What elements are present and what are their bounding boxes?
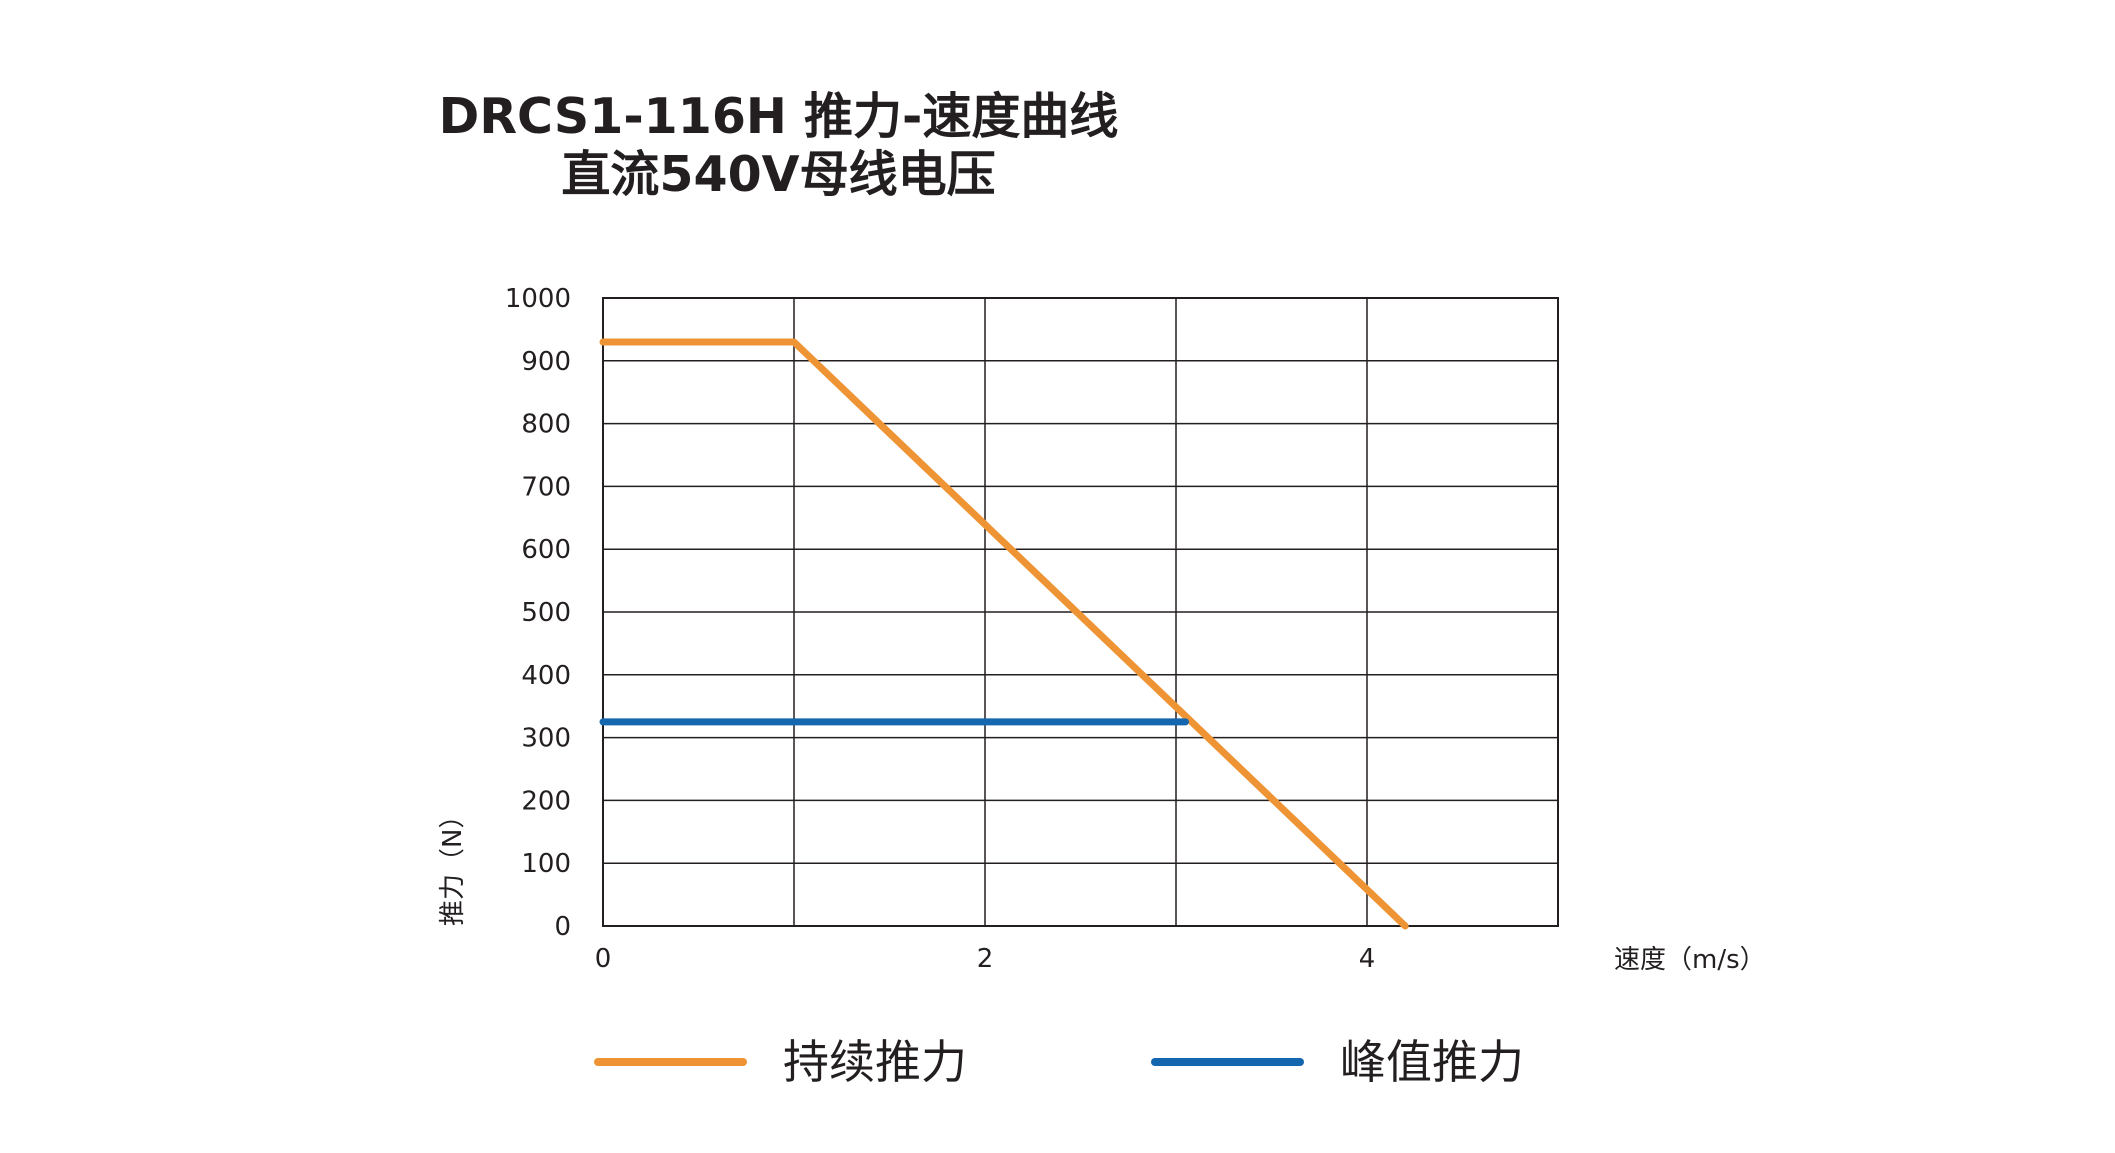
y-tick-label-9: 900 [521,347,571,377]
series-line-0 [599,338,1409,930]
y-tick-label-3: 300 [521,724,571,754]
chart-title-block: DRCS1-116H 推力-速度曲线 直流540V母线电压 [0,88,1557,204]
y-tick-label-2: 200 [521,786,571,816]
grid-lines [602,297,1559,927]
x-tick-labels: 0 2 4 [595,944,1376,974]
chart-subtitle: 直流540V母线电压 [561,146,996,203]
plot-frame [602,297,1559,927]
y-tick-label-10: 1000 [505,284,571,314]
plot-border [602,297,1559,927]
y-axis-label: 推力（N） [438,803,468,926]
y-tick-label-5: 500 [521,598,571,628]
x-tick-label-2: 4 [1359,944,1376,974]
y-tick-label-8: 800 [521,410,571,440]
y-tick-label-0: 0 [554,912,571,942]
x-tick-label-1: 2 [977,944,994,974]
y-tick-labels: 0 100 200 300 400 500 600 700 800 900 1000 [505,284,571,942]
legend: 持续推力 峰值推力 [594,1035,1524,1089]
y-tick-label-7: 700 [521,472,571,502]
y-tick-label-6: 600 [521,535,571,565]
y-tick-label-4: 400 [521,661,571,691]
legend-label-0: 持续推力 [783,1035,967,1089]
chart-title: DRCS1-116H 推力-速度曲线 [438,88,1119,145]
series-group [599,338,1409,930]
legend-label-1: 峰值推力 [1340,1035,1524,1089]
x-tick-label-0: 0 [595,944,612,974]
x-axis-label: 速度（m/s） [1614,945,1766,975]
y-tick-label-1: 100 [521,849,571,879]
